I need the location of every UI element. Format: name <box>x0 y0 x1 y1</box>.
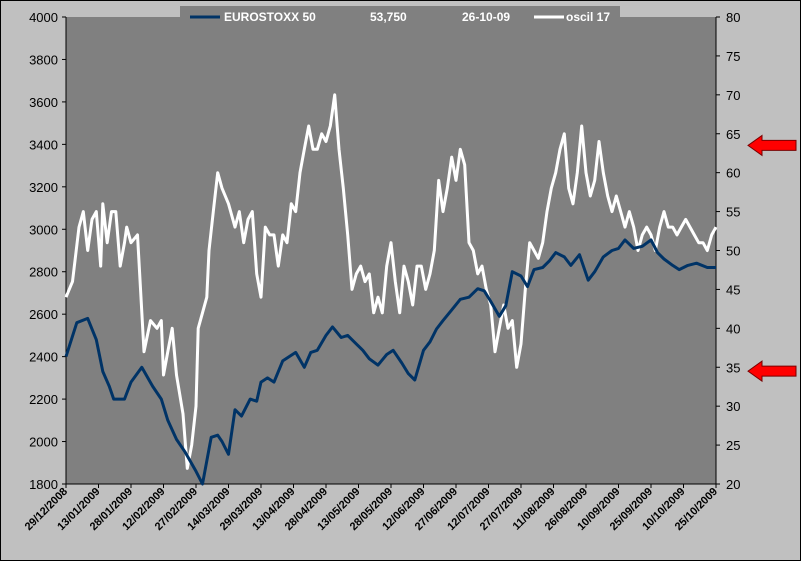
left-tick-label: 4000 <box>29 10 58 25</box>
left-y-axis: 1800 2000 2200 2400 2600 2800 3000 3200 3400 3600… <box>29 10 67 492</box>
legend-label-oscil: oscil 17 <box>566 10 610 24</box>
right-tick-label: 80 <box>726 10 740 25</box>
left-tick-label: 2200 <box>29 392 58 407</box>
legend: EUROSTOXX 50 53,750 26-10-09 oscil 17 <box>180 6 620 28</box>
right-tick-label: 40 <box>726 321 740 336</box>
series-line-eurostoxx <box>64 238 716 486</box>
right-tick-label: 45 <box>726 282 740 297</box>
right-tick-label: 60 <box>726 166 740 181</box>
right-tick-label: 75 <box>726 49 740 64</box>
right-tick-label: 20 <box>726 477 740 492</box>
right-tick-label: 55 <box>726 205 740 220</box>
left-tick-label: 3000 <box>29 222 58 237</box>
red-arrow-annotation <box>747 360 797 383</box>
left-tick-label: 3200 <box>29 180 58 195</box>
red-arrow-annotation <box>747 134 797 157</box>
right-tick-label: 25 <box>726 438 740 453</box>
right-y-axis: 20 25 30 35 40 45 50 55 60 65 70 75 80 <box>715 10 740 492</box>
series-layer <box>64 93 718 486</box>
left-tick-label: 3600 <box>29 95 58 110</box>
left-tick-label: 3400 <box>29 137 58 152</box>
left-tick-label: 2600 <box>29 307 58 322</box>
legend-label-eurostoxx: EUROSTOXX 50 <box>224 10 316 24</box>
right-tick-label: 70 <box>726 88 740 103</box>
right-tick-label: 30 <box>726 399 740 414</box>
x-axis: 29/12/200813/01/200928/01/200912/02/2009… <box>23 483 720 533</box>
right-tick-label: 65 <box>726 127 740 142</box>
left-tick-label: 3800 <box>29 52 58 67</box>
legend-date: 26-10-09 <box>462 10 510 24</box>
legend-value: 53,750 <box>370 10 407 24</box>
left-tick-label: 2400 <box>29 350 58 365</box>
left-tick-label: 1800 <box>29 477 58 492</box>
legend-box <box>180 6 620 28</box>
annotations <box>747 134 797 383</box>
right-tick-label: 50 <box>726 244 740 259</box>
left-tick-label: 2000 <box>29 435 58 450</box>
series-line-oscil <box>64 93 718 470</box>
left-tick-label: 2800 <box>29 265 58 280</box>
right-tick-label: 35 <box>726 360 740 375</box>
